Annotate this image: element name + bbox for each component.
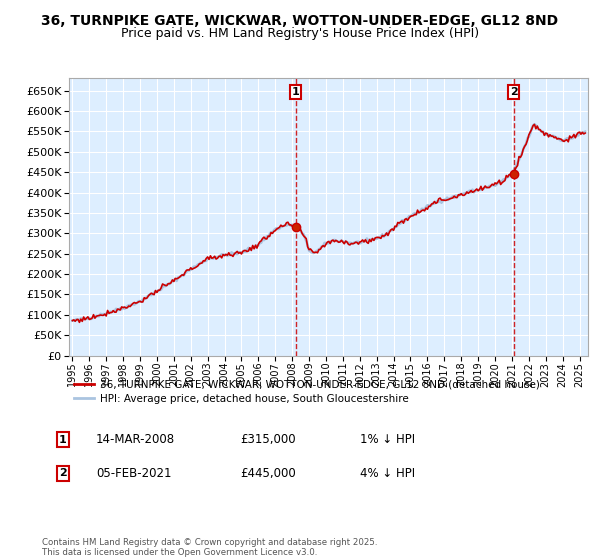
Text: £445,000: £445,000 [240, 466, 296, 480]
Text: 1: 1 [292, 87, 299, 97]
Text: 2: 2 [510, 87, 517, 97]
Text: 2: 2 [59, 468, 67, 478]
Text: Contains HM Land Registry data © Crown copyright and database right 2025.
This d: Contains HM Land Registry data © Crown c… [42, 538, 377, 557]
Text: 1% ↓ HPI: 1% ↓ HPI [360, 433, 415, 446]
Legend: 36, TURNPIKE GATE, WICKWAR, WOTTON-UNDER-EDGE, GL12 8ND (detached house), HPI: A: 36, TURNPIKE GATE, WICKWAR, WOTTON-UNDER… [70, 377, 542, 407]
Text: £315,000: £315,000 [240, 433, 296, 446]
Text: 14-MAR-2008: 14-MAR-2008 [96, 433, 175, 446]
Text: Price paid vs. HM Land Registry's House Price Index (HPI): Price paid vs. HM Land Registry's House … [121, 27, 479, 40]
Text: 4% ↓ HPI: 4% ↓ HPI [360, 466, 415, 480]
Text: 36, TURNPIKE GATE, WICKWAR, WOTTON-UNDER-EDGE, GL12 8ND: 36, TURNPIKE GATE, WICKWAR, WOTTON-UNDER… [41, 14, 559, 28]
Text: 05-FEB-2021: 05-FEB-2021 [96, 466, 172, 480]
Text: 1: 1 [59, 435, 67, 445]
